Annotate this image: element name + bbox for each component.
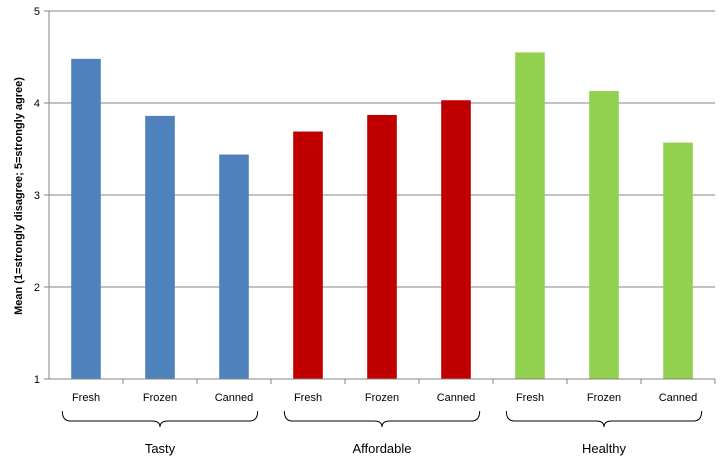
axes — [44, 10, 716, 428]
category-label: Frozen — [143, 392, 177, 404]
bar-healthy-fresh — [515, 52, 545, 380]
group-brace — [61, 410, 259, 428]
y-tick-label: 4 — [34, 98, 40, 110]
y-tick-label: 2 — [34, 282, 40, 294]
group-brace — [505, 410, 703, 428]
group-label-affordable: Affordable — [352, 441, 411, 456]
group-brace — [283, 410, 481, 428]
bar-affordable-fresh — [293, 131, 323, 379]
labels: 1 2 3 4 5 Fresh Frozen Canned Tasty Fresh Frozen Ca… — [34, 6, 697, 456]
bars — [71, 52, 693, 380]
group-label-healthy: Healthy — [582, 441, 627, 456]
category-label: Fresh — [294, 392, 322, 404]
category-label: Frozen — [365, 392, 399, 404]
category-label: Fresh — [72, 392, 100, 404]
category-label: Fresh — [516, 392, 544, 404]
y-tick-label: 1 — [34, 374, 40, 386]
bar-tasty-canned — [219, 154, 249, 379]
category-label: Frozen — [587, 392, 621, 404]
group-label-tasty: Tasty — [145, 441, 176, 456]
bar-healthy-canned — [663, 142, 693, 379]
bar-tasty-fresh — [71, 58, 101, 380]
y-tick-label: 3 — [34, 190, 40, 202]
y-tick-label: 5 — [34, 6, 40, 18]
category-label: Canned — [215, 392, 254, 404]
bar-affordable-canned — [441, 100, 471, 380]
y-axis-title: Mean (1=strongly disagree; 5=strongly ag… — [13, 77, 25, 315]
bar-affordable-frozen — [367, 114, 397, 380]
bar-tasty-frozen — [145, 115, 175, 379]
category-label: Canned — [659, 392, 698, 404]
category-label: Canned — [437, 392, 476, 404]
bar-healthy-frozen — [589, 91, 619, 379]
